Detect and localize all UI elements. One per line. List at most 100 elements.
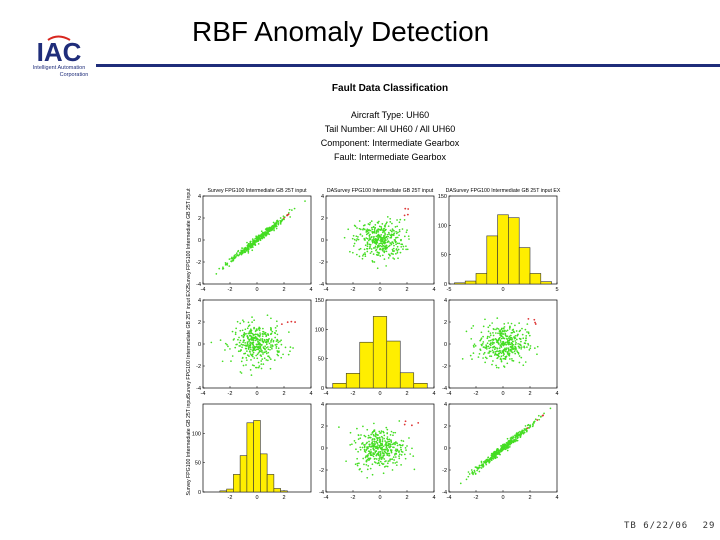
scatter-point (383, 240, 386, 243)
scatter-point (514, 343, 517, 346)
y-tick-label: 150 (438, 194, 447, 200)
scatter-point (381, 245, 384, 247)
scatter-point (265, 352, 268, 355)
x-tick-label: 2 (405, 495, 408, 501)
scatter-point (527, 423, 530, 426)
scatter-point (475, 466, 478, 469)
scatter-point (531, 425, 534, 428)
scatter-point (385, 250, 388, 253)
scatter-point (514, 352, 517, 355)
scatter-point (367, 231, 370, 234)
scatter-point (484, 356, 487, 359)
scatter-point (486, 335, 489, 338)
panel-4: -4 -2 0 2 4 4 2 0 -2 -4 (196, 298, 312, 397)
scatter-point (496, 456, 499, 459)
scatter-point (265, 343, 268, 345)
outlier-point (283, 217, 285, 219)
scatter-point (373, 422, 375, 425)
histogram-bar (497, 214, 509, 285)
scatter-point (393, 441, 396, 444)
scatter-point (276, 353, 279, 356)
scatter-point (395, 230, 397, 233)
scatter-point (258, 234, 261, 237)
scatter-point (269, 358, 272, 360)
scatter-point (390, 252, 393, 255)
scatter-point (247, 336, 249, 339)
scatter-point (370, 236, 373, 239)
scatter-point (471, 470, 474, 473)
scatter-point (384, 232, 386, 235)
scatter-point (347, 228, 350, 231)
scatter-point (363, 444, 365, 446)
scatter-point (244, 352, 247, 355)
histogram-bar (280, 490, 288, 493)
scatter-point (236, 320, 239, 323)
scatter-point (242, 336, 245, 339)
scatter-point (252, 241, 255, 244)
scatter-point (369, 252, 372, 255)
scatter-point (364, 252, 366, 254)
scatter-point (249, 240, 252, 243)
scatter-point (534, 418, 537, 421)
scatter-point (395, 243, 397, 246)
scatter-point (291, 209, 293, 212)
scatter-point (251, 339, 253, 342)
scatter-point (400, 464, 402, 466)
scatter-point (231, 355, 234, 357)
scatter-point (248, 346, 250, 349)
histogram-bar (399, 372, 415, 389)
panel-5: -4 -2 0 2 4 150 100 50 0 (315, 298, 436, 397)
scatter-point (248, 334, 251, 337)
scatter-point (269, 228, 272, 230)
scatter-point (379, 460, 382, 463)
scatter-point (491, 363, 493, 366)
scatter-point (264, 341, 267, 344)
scatter-point (374, 242, 377, 245)
scatter-point (396, 245, 399, 248)
scatter-point (379, 242, 382, 245)
scatter-point (520, 347, 523, 350)
scatter-point (366, 468, 369, 471)
outlier-point (542, 414, 545, 417)
scatter-point (382, 236, 385, 239)
scatter-point (489, 334, 492, 337)
scatter-point (380, 233, 383, 236)
scatter-point (250, 243, 253, 246)
histogram-bar (454, 282, 466, 285)
scatter-point (400, 239, 402, 242)
scatter-point (389, 449, 392, 451)
scatter-point (497, 332, 499, 335)
scatter-point (389, 229, 392, 232)
x-tick-label: -2 (351, 495, 356, 501)
scatter-point (472, 352, 475, 354)
scatter-point (482, 463, 484, 466)
scatter-point (356, 427, 358, 430)
scatter-point (381, 440, 384, 443)
scatter-point (239, 251, 241, 254)
scatter-point (470, 327, 473, 330)
scatter-point (248, 355, 250, 357)
scatter-point (496, 327, 498, 330)
scatter-point (269, 344, 272, 346)
scatter-point (396, 461, 398, 464)
y-tick-label: 2 (444, 424, 447, 430)
scatter-point (501, 341, 504, 343)
scatter-point (494, 455, 497, 457)
scatter-point (396, 444, 399, 447)
scatter-point (240, 372, 243, 374)
scatter-point (383, 434, 386, 437)
scatter-point (379, 438, 381, 441)
scatter-point (537, 414, 540, 417)
scatter-point (253, 333, 255, 336)
scatter-point (359, 247, 362, 250)
scatter-point (489, 346, 492, 349)
scatter-point (507, 337, 510, 339)
scatter-point (529, 424, 531, 427)
scatter-point (373, 438, 376, 441)
scatter-point (365, 237, 368, 240)
scatter-point (269, 326, 272, 329)
scatter-point (406, 248, 409, 251)
x-tick-label: 2 (528, 391, 531, 397)
scatter-point (276, 333, 279, 336)
